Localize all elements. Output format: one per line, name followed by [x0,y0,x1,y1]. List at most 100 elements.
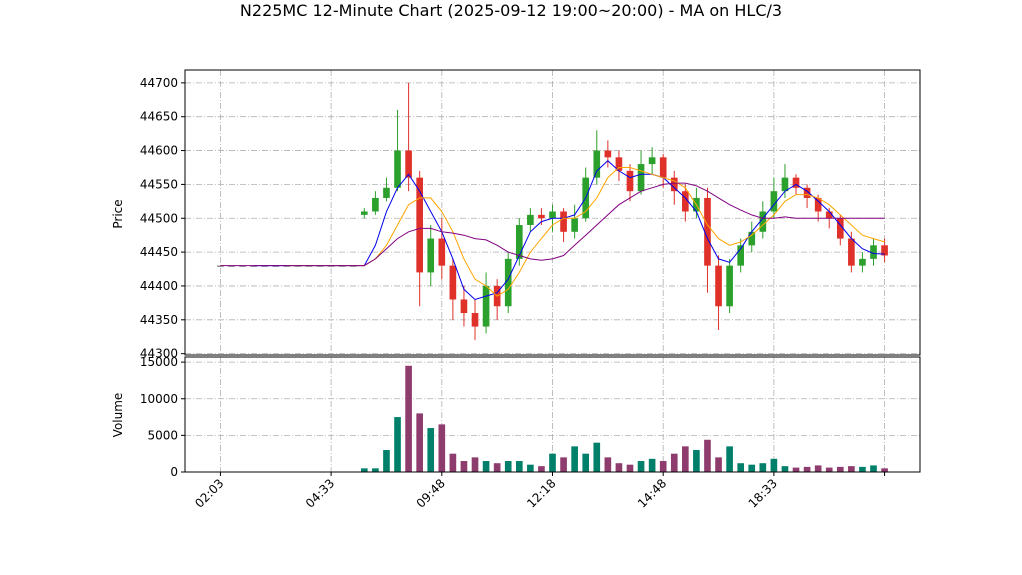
candle-body [438,238,446,266]
candle-body [239,265,246,267]
candle-body [825,211,833,219]
volume-bar [416,413,423,472]
candle-body [770,191,778,212]
volume-bar [593,442,601,472]
volume-bar [527,464,534,472]
candle-body [737,245,744,266]
volume-bar [460,461,468,472]
candle-body [316,265,324,267]
candle-body [848,238,855,266]
candle-body [527,214,534,226]
volume-bar [814,465,822,472]
candle-body [416,177,423,273]
volume-panel-frame [184,356,921,473]
volume-bar [682,446,689,472]
y-tick-label: 44550 [140,177,178,191]
volume-bar [859,466,866,472]
volume-bar [659,461,667,472]
y2-tick-label: 10000 [140,392,178,406]
chart-title: N225MC 12-Minute Chart (2025-09-12 19:00… [240,1,782,20]
candle-body [870,245,877,259]
volume-bar [670,453,678,472]
candle-body [881,245,888,256]
volume-bar [836,466,844,472]
volume-bar [615,463,623,472]
candle-body [792,177,800,188]
y-tick-label: 44350 [140,313,178,327]
volume-bar [759,463,767,472]
volume-bar [372,468,379,472]
candle-body [482,285,490,327]
y-tick-label: 44500 [140,211,178,225]
candle-body [571,218,578,232]
volume-bar [515,461,523,472]
volume-bar [394,417,401,472]
volume-bar [361,468,368,472]
volume-bar [571,446,578,472]
volume-bar [881,468,888,472]
volume-bar [383,450,390,472]
volume-bar [449,453,457,472]
candle-body [759,211,767,232]
y-tick-label: 44700 [140,76,178,90]
candle-body [305,265,313,267]
y2-tick-label: 15000 [140,355,178,369]
volume-bar [471,457,479,472]
candle-body [615,157,623,171]
volume-bar [693,450,700,472]
candle-body [283,265,291,267]
volume-bar [848,466,855,472]
candle-body [504,258,512,307]
y-tick-label: 44600 [140,144,178,158]
candle-body [682,191,689,212]
candle-body [372,197,379,212]
volume-bar [560,457,567,472]
candle-body [228,265,235,267]
candle-body [670,177,678,192]
y-axis-label: Price [111,199,125,228]
ma-line [286,167,885,297]
ma-line [220,182,885,267]
candle-body [549,211,556,219]
volume-bar [648,458,656,472]
volume-bar [704,439,711,472]
candle-body [394,150,401,188]
volume-bar [604,457,612,472]
x-tick-label: 09:48 [414,476,448,510]
volume-bar [438,424,446,472]
volume-bar [715,457,722,472]
volume-bar [870,465,877,472]
x-tick-label: 02:03 [192,476,226,510]
candle-body [460,299,468,314]
x-tick-label: 18:33 [746,476,780,510]
candle-body [383,187,390,198]
candle-body [715,265,722,307]
candle-body [748,231,756,246]
volume-bar [493,463,501,472]
candle-body [726,265,733,307]
volume-bar [825,467,833,472]
candle-body [836,218,844,239]
x-tick-label: 14:48 [635,476,669,510]
candle-body [217,265,224,267]
volume-bar [427,428,435,472]
candle-body [427,238,435,273]
candle-body [349,265,357,267]
volume-bar [737,463,744,472]
candle-body [272,265,280,267]
candle-body [803,187,811,198]
candle-body [449,265,457,300]
candle-body [648,157,656,165]
candle-body [560,211,567,232]
candle-body [538,214,545,219]
volume-bar [637,461,645,472]
volume-bar [770,458,778,472]
volume-bar [803,466,811,472]
volume-bar [538,466,545,472]
x-tick-label: 12:18 [524,476,558,510]
candle-body [405,150,412,178]
candle-body [515,225,523,259]
y-tick-label: 44650 [140,110,178,124]
candle-body [637,164,645,192]
